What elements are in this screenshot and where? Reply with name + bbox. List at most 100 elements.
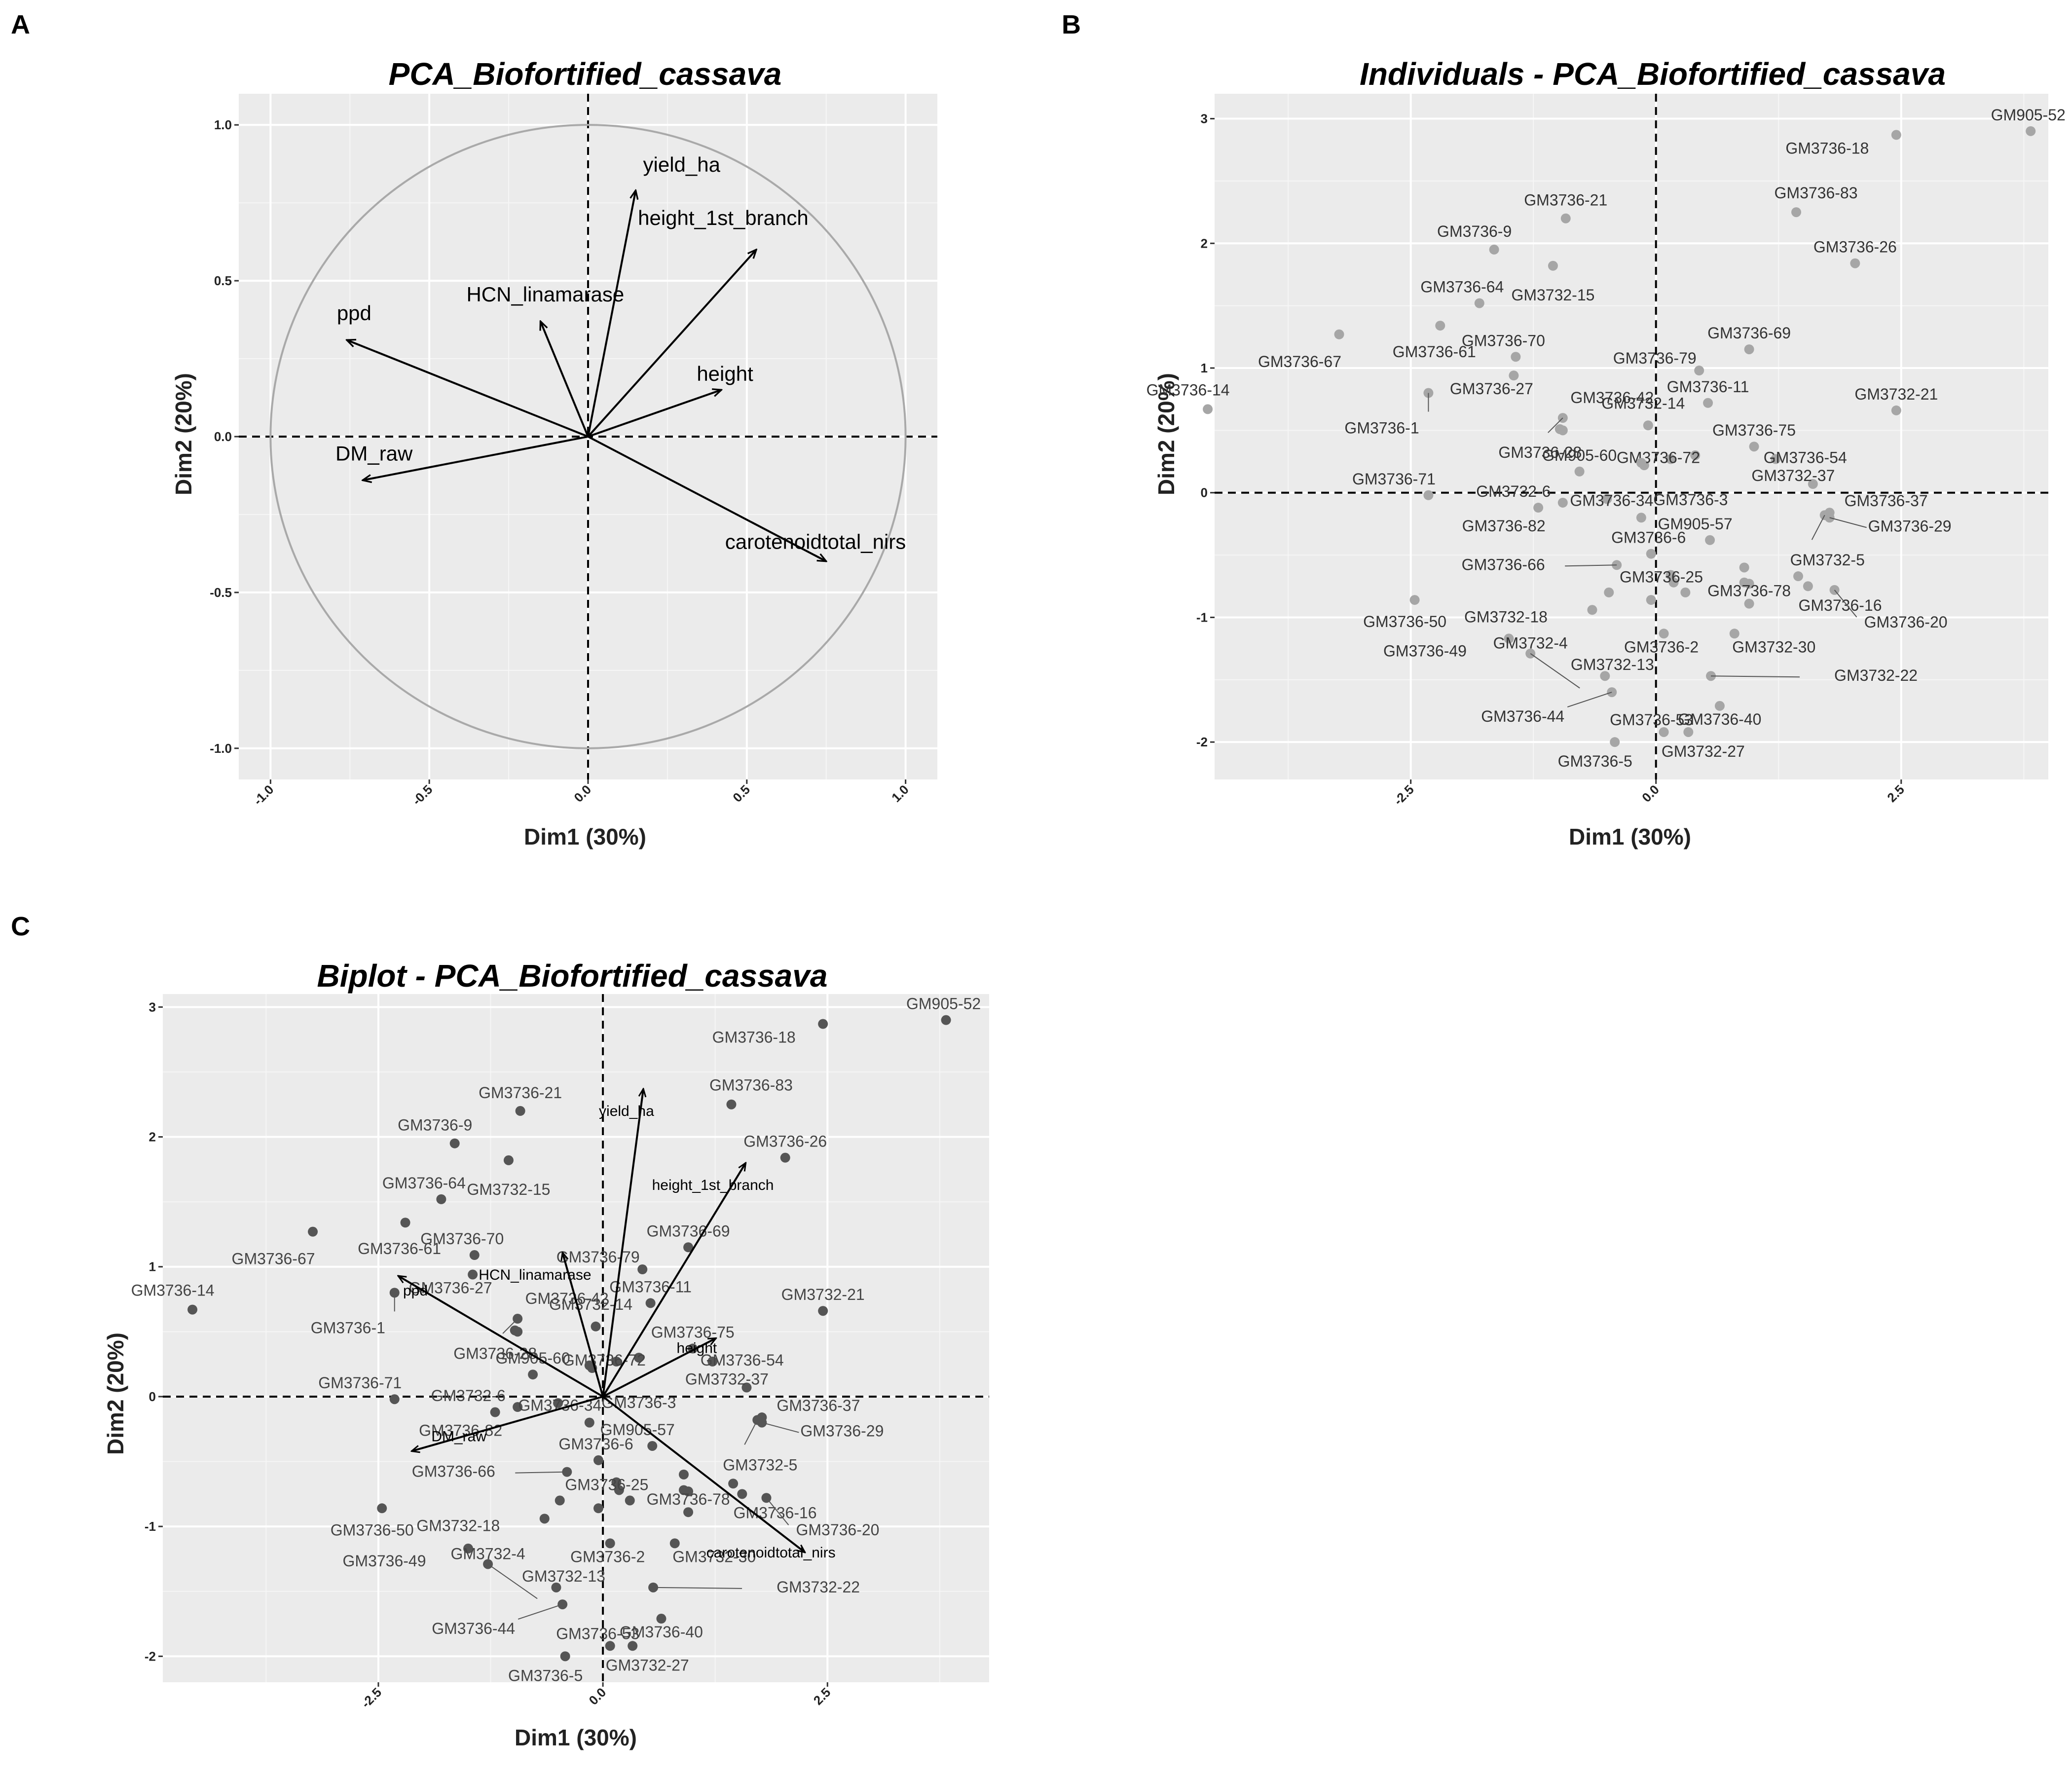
individual-label: GM3732-22 xyxy=(1834,666,1918,684)
y-axis-title-b: Dim2 (20%) xyxy=(1153,373,1179,495)
individual-label: GM3736-28 xyxy=(1498,444,1582,461)
individual-point xyxy=(468,1269,478,1280)
individual-label: GM3736-64 xyxy=(1420,278,1504,296)
individual-label: GM3736-50 xyxy=(1363,613,1446,630)
individual-point xyxy=(726,1099,737,1110)
individual-point xyxy=(669,1538,680,1549)
individual-label: GM3736-42 xyxy=(525,1290,609,1307)
individual-label: GM3736-37 xyxy=(1845,492,1928,510)
individual-label: GM3736-64 xyxy=(382,1174,466,1192)
individual-label: GM3736-21 xyxy=(1524,191,1607,209)
individual-point xyxy=(1659,727,1669,737)
individual-point xyxy=(1474,298,1484,308)
y-axis-title-c: Dim2 (20%) xyxy=(103,1332,128,1455)
individual-label: GM3736-44 xyxy=(1481,707,1564,725)
individual-label: GM3736-42 xyxy=(1570,389,1654,407)
plot-background xyxy=(1215,94,2048,779)
individual-point xyxy=(469,1250,480,1260)
individual-point xyxy=(1808,479,1818,489)
individual-point xyxy=(1694,366,1704,376)
individual-label: GM3736-75 xyxy=(1712,421,1796,439)
x-tick-label: 1.0 xyxy=(888,782,912,805)
individual-point xyxy=(400,1218,410,1228)
chart-title-a: PCA_Biofortified_cassava xyxy=(389,56,782,92)
label-leader-line xyxy=(1711,675,1800,678)
individual-point xyxy=(737,1489,747,1499)
individual-point xyxy=(377,1503,387,1514)
individual-point xyxy=(683,1486,694,1497)
individual-point xyxy=(560,1651,570,1662)
variables-correlation-circle-chart: PCA_Biofortified_cassava Dim1 (30%) Dim2… xyxy=(171,56,937,850)
individual-label: GM3736-40 xyxy=(620,1623,703,1641)
individual-point xyxy=(1668,577,1679,588)
individual-label: GM3736-27 xyxy=(409,1279,492,1297)
individual-label: GM3736-9 xyxy=(398,1116,472,1134)
label-leader-line xyxy=(1530,653,1580,689)
label-leader-line xyxy=(1811,515,1825,540)
label-leader-line xyxy=(653,1587,742,1589)
variable-label: ppd xyxy=(403,1283,428,1299)
individual-point xyxy=(490,1407,500,1417)
x-axis-title-c: Dim1 (30%) xyxy=(515,1725,637,1750)
individual-point xyxy=(1203,404,1213,414)
x-tick-label: -1.0 xyxy=(251,782,277,808)
individual-point xyxy=(593,1503,604,1514)
individual-label: GM3736-25 xyxy=(565,1476,648,1493)
individual-point xyxy=(656,1614,666,1624)
individual-point xyxy=(818,1019,828,1029)
individual-label: GM3736-26 xyxy=(1813,238,1897,256)
individual-label: GM3736-2 xyxy=(570,1548,645,1565)
individual-point xyxy=(1604,587,1614,597)
individual-point xyxy=(1680,587,1691,597)
individual-label: GM3732-30 xyxy=(672,1548,756,1565)
individual-point xyxy=(389,1394,400,1405)
individual-point xyxy=(605,1538,615,1549)
individual-point xyxy=(728,1479,739,1489)
y-tick-label: -2 xyxy=(145,1649,156,1664)
x-axis-title-a: Dim1 (30%) xyxy=(524,824,646,850)
biplot-pca-chart: Biplot - PCA_Biofortified_cassava Dim1 (… xyxy=(103,958,989,1750)
label-leader-line xyxy=(1829,517,1867,528)
individual-point xyxy=(1600,671,1610,681)
individual-label: GM3732-30 xyxy=(1732,638,1815,656)
individual-label: GM3736-70 xyxy=(1462,332,1545,349)
individual-point xyxy=(1729,629,1739,639)
individual-point xyxy=(528,1369,538,1380)
individual-point xyxy=(1489,244,1499,255)
individual-point xyxy=(1850,258,1860,268)
variable-label: height_1st_branch xyxy=(652,1177,774,1193)
variable-label: DM_raw xyxy=(431,1428,486,1444)
panel-label-a: A xyxy=(11,10,30,39)
individual-label: GM3736-67 xyxy=(1258,353,1341,370)
individual-label: GM3732-14 xyxy=(549,1295,632,1313)
y-axis-title-a: Dim2 (20%) xyxy=(171,373,196,495)
individual-point xyxy=(591,1321,601,1332)
variable-label: HCN_linamarase xyxy=(466,283,624,306)
individual-point xyxy=(647,1441,658,1451)
individual-label: GM3736-83 xyxy=(709,1076,793,1094)
individual-label: GM3736-29 xyxy=(1868,517,1952,535)
y-tick-label: 0.5 xyxy=(214,273,232,288)
individual-point xyxy=(818,1306,828,1316)
individual-point xyxy=(707,1356,718,1367)
label-leader-line xyxy=(766,1497,789,1525)
label-leader-line xyxy=(487,1563,538,1599)
individual-point xyxy=(1636,458,1646,468)
individual-label: GM3736-79 xyxy=(1613,349,1697,367)
individual-label: GM905-60 xyxy=(496,1349,570,1367)
individual-point xyxy=(614,1485,624,1495)
y-tick-label: 0 xyxy=(1201,485,1208,500)
individual-point xyxy=(1334,329,1344,339)
x-axis-title-b: Dim1 (30%) xyxy=(1569,824,1691,850)
individual-label: GM3732-4 xyxy=(1493,634,1568,652)
individual-point xyxy=(1705,535,1715,545)
individual-label: GM3732-27 xyxy=(606,1656,689,1674)
individual-point xyxy=(449,1138,460,1148)
individual-label: GM3732-6 xyxy=(1476,482,1551,500)
label-leader-line xyxy=(744,1419,758,1445)
individual-label: GM3732-18 xyxy=(416,1517,500,1534)
individual-label: GM3736-69 xyxy=(1707,324,1791,342)
individual-point xyxy=(1511,352,1521,362)
individual-point xyxy=(1557,497,1568,508)
individual-label: GM3732-18 xyxy=(1464,608,1548,626)
